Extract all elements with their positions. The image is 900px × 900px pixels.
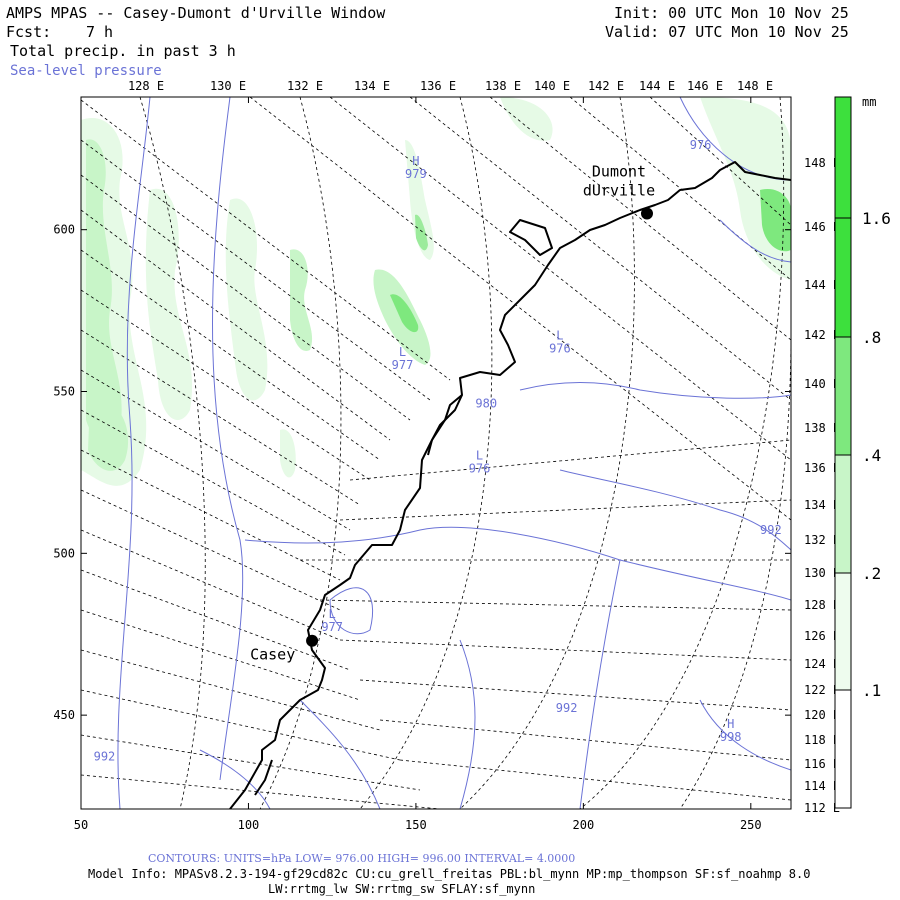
field-precip-label: Total precip. in past 3 h	[10, 42, 236, 60]
model-info: Model Info: MPASv8.2.3-194-gf29cd82c CU:…	[88, 867, 811, 881]
y-tick-label: 550	[53, 385, 75, 399]
coastline	[229, 161, 791, 809]
right-lon-label: 118 E	[804, 733, 840, 747]
right-lon-label: 142 E	[804, 328, 840, 342]
right-lon-label: 112 E	[804, 801, 840, 815]
x-tick-label: 100	[238, 818, 260, 832]
top-longitude-labels: 128 E 130 E 132 E 134 E 136 E 138 E 140 E 142 E…	[128, 79, 773, 93]
valid-time: Valid: 07 UTC Mon 10 Nov 25	[605, 23, 849, 41]
x-tick-label: 250	[740, 818, 762, 832]
init-time: Init: 00 UTC Mon 10 Nov 25	[614, 4, 849, 22]
pressure-center-symbol: L	[556, 329, 563, 343]
right-lon-label: 128 E	[804, 598, 840, 612]
right-lon-label: 114 E	[804, 779, 840, 793]
top-lon-label: 138 E	[485, 79, 521, 93]
contour-info: CONTOURS: UNITS=hPa LOW= 976.00 HIGH= 99…	[148, 852, 576, 865]
pressure-center-symbol: H	[727, 717, 734, 731]
colorbar: mm .1 .2 .4 .8 1.6	[834, 95, 891, 809]
top-lon-label: 142 E	[588, 79, 624, 93]
x-tick-label: 150	[405, 818, 427, 832]
right-lon-label: 126 E	[804, 629, 840, 643]
colorbar-unit: mm	[862, 95, 876, 109]
colorbar-segment	[835, 337, 851, 455]
colorbar-label: .1	[862, 681, 881, 700]
pressure-center-value: 976	[469, 461, 491, 475]
y-tick-label: 450	[53, 708, 75, 722]
y-axis: 450 500 550 600	[53, 223, 791, 722]
pressure-center-value: 977	[392, 358, 414, 372]
station-label: Casey	[250, 646, 295, 664]
right-longitude-labels: 148 E 146 E 144 E 142 E 140 E 138 E 136 E 134 E…	[804, 156, 840, 815]
x-tick-label: 50	[74, 818, 88, 832]
map-title: AMPS MPAS -- Casey-Dumont d'Urville Wind…	[6, 4, 386, 22]
top-lon-label: 144 E	[639, 79, 675, 93]
station-label: dUrville	[583, 182, 655, 200]
contour-label: 992	[94, 749, 116, 763]
field-slp-label: Sea-level pressure	[10, 63, 162, 79]
model-info-physics: LW:rrtmg_lw SW:rrtmg_sw SFLAY:sf_mynn	[268, 882, 536, 896]
colorbar-frame	[834, 96, 852, 809]
colorbar-label: .8	[862, 328, 881, 347]
right-lon-label: 130 E	[804, 566, 840, 580]
pressure-center-value: 998	[720, 730, 742, 744]
colorbar-segment	[835, 690, 851, 808]
top-lon-label: 132 E	[287, 79, 323, 93]
colorbar-label: .4	[862, 446, 881, 465]
colorbar-segment	[835, 455, 851, 573]
right-lon-label: 132 E	[804, 533, 840, 547]
top-lon-label: 148 E	[737, 79, 773, 93]
colorbar-segment	[835, 97, 851, 218]
x-axis: 50 100 150 200 250	[74, 97, 762, 832]
pressure-center-value: 976	[549, 342, 571, 356]
right-lon-label: 124 E	[804, 657, 840, 671]
colorbar-segment	[835, 218, 851, 337]
pressure-center-symbol: L	[399, 345, 406, 359]
right-lon-label: 148 E	[804, 156, 840, 170]
colorbar-label: 1.6	[862, 209, 891, 228]
top-lon-label: 140 E	[534, 79, 570, 93]
station-label: Dumont	[592, 163, 646, 181]
pressure-center-symbol: L	[476, 448, 483, 462]
lat-lon-grid	[81, 97, 791, 809]
forecast-label: Fcst:	[6, 23, 52, 41]
right-lon-label: 136 E	[804, 461, 840, 475]
right-lon-label: 116 E	[804, 757, 840, 771]
right-lon-label: 134 E	[804, 498, 840, 512]
contour-label: 992	[556, 701, 578, 715]
right-lon-label: 144 E	[804, 278, 840, 292]
pressure-center-symbol: L	[329, 607, 336, 621]
precip-shading	[81, 97, 791, 486]
pressure-center-value: 977	[321, 620, 343, 634]
pressure-contours	[117, 97, 791, 809]
right-lon-label: 122 E	[804, 683, 840, 697]
pressure-center-symbol: H	[412, 154, 419, 168]
right-lon-label: 138 E	[804, 421, 840, 435]
map-background	[81, 97, 791, 809]
contour-label: 976	[690, 138, 712, 152]
map-frame	[80, 96, 792, 810]
colorbar-label: .2	[862, 564, 881, 583]
top-lon-label: 134 E	[354, 79, 390, 93]
right-lon-label: 140 E	[804, 377, 840, 391]
station-marker	[640, 207, 653, 220]
top-lon-label: 130 E	[210, 79, 246, 93]
station-marker	[306, 634, 319, 647]
top-lon-label: 146 E	[687, 79, 723, 93]
right-lon-label: 120 E	[804, 708, 840, 722]
contour-label: 980	[475, 397, 497, 411]
contour-label: 992	[760, 523, 782, 537]
y-tick-label: 600	[53, 223, 75, 237]
right-lon-label: 146 E	[804, 220, 840, 234]
y-tick-label: 500	[53, 546, 75, 560]
colorbar-segment	[835, 573, 851, 690]
top-lon-label: 128 E	[128, 79, 164, 93]
top-lon-label: 136 E	[420, 79, 456, 93]
pressure-center-value: 979	[405, 167, 427, 181]
x-tick-label: 200	[573, 818, 595, 832]
forecast-hour: 7 h	[86, 23, 114, 41]
